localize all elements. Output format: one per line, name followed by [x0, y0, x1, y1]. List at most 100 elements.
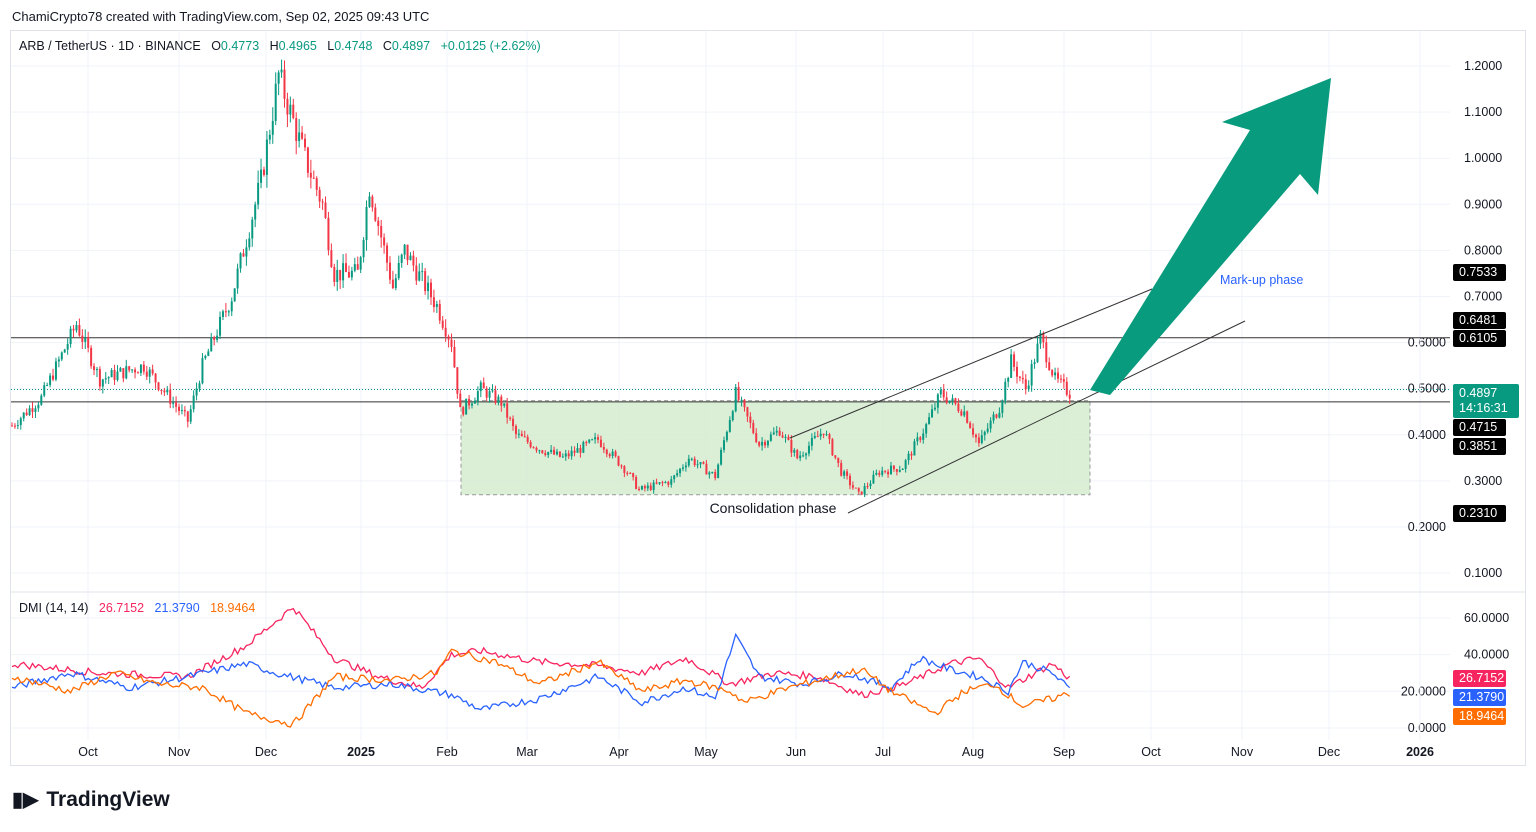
tradingview-logo[interactable]: ▮▶ TradingView — [12, 787, 170, 812]
candle-body — [974, 434, 977, 438]
candle-body — [945, 397, 948, 403]
candle-body — [230, 301, 233, 312]
x-tick-label: Oct — [1141, 745, 1161, 759]
candle-body — [585, 442, 588, 444]
candle-body — [16, 425, 19, 427]
x-tick-label: Aug — [962, 745, 984, 759]
candle-body — [1015, 366, 1018, 377]
candle-body — [995, 414, 998, 418]
current-price-label: 0.4897 14:16:31 — [1453, 384, 1519, 418]
candle-body — [790, 440, 793, 453]
channel-upper-line — [789, 288, 1153, 439]
markup-label: Mark-up phase — [1220, 273, 1303, 287]
candle-body — [350, 270, 353, 278]
candle-body — [54, 361, 57, 380]
candle-body — [128, 366, 131, 371]
candle-body — [380, 225, 383, 238]
candle-body — [766, 440, 769, 446]
candle-body — [825, 434, 828, 436]
open-label: O — [211, 39, 221, 53]
candle-body — [696, 464, 699, 466]
candle-body — [523, 436, 526, 438]
x-tick-label: Sep — [1053, 745, 1075, 759]
candle-body — [725, 431, 728, 441]
candle-body — [315, 178, 318, 190]
candle-body — [1054, 372, 1057, 376]
symbol-title[interactable]: ARB / TetherUS · 1D · BINANCE — [19, 39, 201, 53]
candle-body — [529, 442, 532, 448]
candle-body — [851, 485, 854, 488]
candle-body — [802, 455, 805, 457]
candle-body — [476, 391, 479, 401]
dmi-title[interactable]: DMI (14, 14) — [19, 601, 89, 615]
candle-body — [933, 407, 936, 410]
chart-frame — [10, 30, 1526, 766]
candle-body — [611, 451, 614, 457]
high-value: 0.4965 — [278, 39, 317, 53]
candle-body — [386, 245, 389, 263]
low-label: L — [327, 39, 335, 53]
candle-body — [462, 407, 465, 415]
candle-body — [895, 469, 898, 472]
candle-body — [198, 383, 201, 389]
symbol-legend: ARB / TetherUS · 1D · BINANCE O0.4773 H0… — [19, 39, 541, 53]
y-tick-label: 0.8000 — [1464, 243, 1502, 257]
candle-body — [400, 254, 403, 263]
candle-body — [260, 169, 263, 183]
candle-body — [807, 445, 810, 454]
candle-body — [292, 104, 295, 119]
candle-body — [298, 132, 301, 142]
candle-body — [107, 377, 110, 379]
candle-body — [163, 390, 166, 393]
candle-body — [796, 450, 799, 459]
candle-body — [1004, 381, 1007, 401]
candle-body — [810, 437, 813, 446]
candle-body — [761, 441, 764, 446]
candle-body — [368, 196, 371, 207]
candle-body — [286, 98, 289, 115]
candle-body — [1051, 370, 1054, 376]
candle-body — [714, 472, 717, 479]
candle-body — [488, 391, 491, 398]
candle-body — [784, 436, 787, 438]
candle-body — [13, 425, 16, 427]
candle-body — [544, 453, 547, 456]
dmi-y-tick-label: 20.0000 — [1401, 684, 1446, 698]
candle-body — [104, 378, 107, 380]
candle-body — [453, 346, 456, 368]
candle-body — [526, 436, 529, 443]
candle-body — [690, 458, 693, 460]
candle-body — [638, 488, 641, 490]
candle-body — [265, 139, 268, 175]
candle-body — [25, 412, 28, 416]
candle-body — [301, 132, 304, 139]
candle-body — [435, 304, 438, 307]
candle-body — [412, 255, 415, 266]
candle-body — [388, 262, 391, 280]
candle-body — [702, 462, 705, 464]
candle-body — [429, 282, 432, 298]
candle-body — [746, 407, 749, 417]
candle-body — [374, 207, 377, 221]
candle-body — [98, 369, 101, 387]
candle-body — [1057, 372, 1060, 379]
candle-body — [195, 388, 198, 396]
candle-body — [887, 471, 890, 475]
candle-body — [834, 455, 837, 458]
candle-body — [743, 399, 746, 408]
candle-body — [605, 449, 608, 455]
candle-body — [614, 451, 617, 457]
candle-body — [1007, 378, 1010, 382]
candle-body — [1021, 377, 1024, 380]
candle-body — [371, 196, 374, 208]
candle-body — [857, 488, 860, 492]
dmi-line-orange — [11, 648, 1071, 728]
x-tick-label: Oct — [78, 745, 98, 759]
candle-body — [623, 466, 626, 473]
dmi-line-pink — [11, 607, 1071, 699]
candle-body — [942, 389, 945, 398]
candle-body — [916, 437, 919, 442]
candle-body — [664, 482, 667, 484]
open-value: 0.4773 — [220, 39, 260, 53]
